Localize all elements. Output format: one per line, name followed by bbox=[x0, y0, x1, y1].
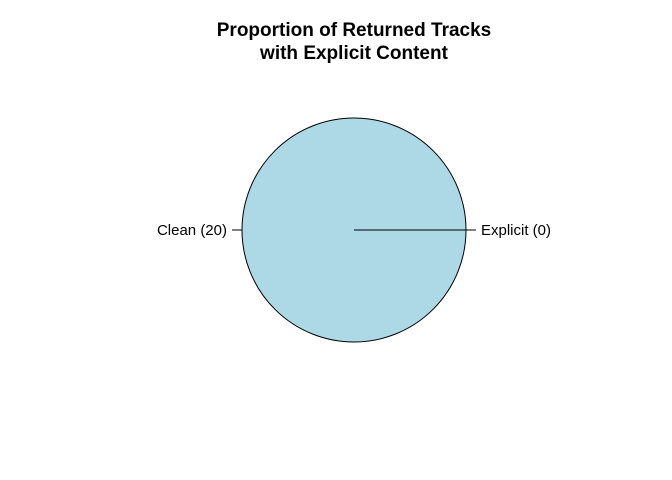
chart-title-line-1: Proportion of Returned Tracks bbox=[217, 20, 491, 41]
pie-slices bbox=[241, 117, 467, 343]
pie-label-explicit: Explicit (0) bbox=[481, 222, 551, 239]
pie-label-clean: Clean (20) bbox=[157, 222, 227, 239]
pie-labels: Explicit (0) Clean (20) bbox=[157, 222, 551, 239]
chart-title-line-2: with Explicit Content bbox=[259, 43, 449, 64]
